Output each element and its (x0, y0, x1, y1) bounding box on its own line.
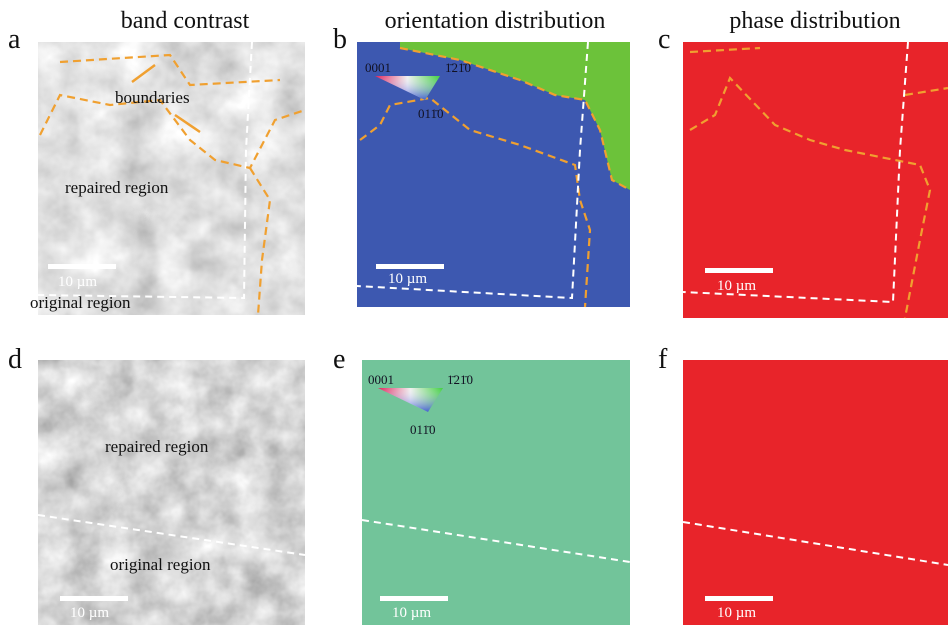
ipf-label: 1̄21̄0 (447, 372, 473, 387)
annotation: original region (110, 555, 211, 574)
column-title: orientation distribution (385, 8, 606, 34)
panel-e: 0001 1̄21̄0 011̄0 10 µm (362, 360, 630, 625)
column-title: phase distribution (729, 8, 900, 34)
panel-d: repaired region original region 10 µm (38, 360, 305, 625)
panel-a: boundaries repaired region original regi… (30, 42, 305, 315)
panel-c: 10 µm (683, 42, 948, 318)
scale-bar (376, 264, 444, 269)
scale-label: 10 µm (58, 274, 97, 290)
scale-label: 10 µm (388, 271, 427, 287)
panel-letter: d (8, 344, 22, 375)
map (683, 360, 948, 625)
scale-bar (48, 264, 116, 269)
annotation: boundaries (115, 88, 190, 107)
panel-letter: c (658, 24, 670, 55)
scale-label: 10 µm (717, 605, 756, 621)
panel-f: 10 µm (683, 360, 948, 625)
micrograph (38, 360, 305, 625)
panel-b: 0001 1̄21̄0 011̄0 10 µm (357, 42, 630, 307)
annotation: repaired region (105, 437, 209, 456)
panel-letter: b (333, 24, 347, 55)
column-title: band contrast (121, 8, 250, 34)
ipf-label: 1̄21̄0 (445, 60, 471, 75)
scale-bar (60, 596, 128, 601)
scale-bar (705, 596, 773, 601)
ipf-label: 011̄0 (418, 106, 444, 121)
panel-letter: e (333, 344, 345, 375)
ipf-label: 0001 (368, 372, 394, 387)
ipf-label: 0001 (365, 60, 391, 75)
scale-label: 10 µm (717, 278, 756, 294)
panel-letter: a (8, 24, 21, 55)
map (362, 360, 630, 625)
annotation: original region (30, 293, 131, 312)
figure: band contrast orientation distribution p… (0, 0, 948, 625)
scale-label: 10 µm (70, 605, 109, 621)
map (683, 42, 948, 318)
scale-bar (380, 596, 448, 601)
panel-letter: f (658, 344, 668, 375)
scale-label: 10 µm (392, 605, 431, 621)
annotation: repaired region (65, 178, 169, 197)
scale-bar (705, 268, 773, 273)
ipf-label: 011̄0 (410, 422, 436, 437)
